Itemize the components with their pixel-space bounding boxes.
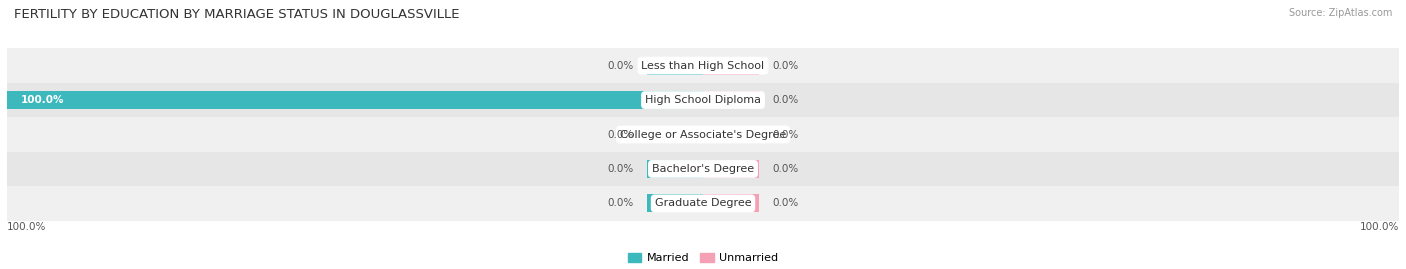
Text: Less than High School: Less than High School (641, 61, 765, 71)
Text: College or Associate's Degree: College or Associate's Degree (620, 129, 786, 140)
Bar (647, 194, 703, 212)
Bar (7, 117, 1399, 152)
Bar (647, 160, 703, 178)
Text: 0.0%: 0.0% (773, 95, 799, 105)
Bar (703, 160, 759, 178)
Bar (703, 57, 759, 75)
Text: 100.0%: 100.0% (21, 95, 65, 105)
Text: 100.0%: 100.0% (7, 222, 46, 232)
Text: Bachelor's Degree: Bachelor's Degree (652, 164, 754, 174)
Bar (703, 194, 759, 212)
Text: 0.0%: 0.0% (607, 129, 633, 140)
Text: FERTILITY BY EDUCATION BY MARRIAGE STATUS IN DOUGLASSVILLE: FERTILITY BY EDUCATION BY MARRIAGE STATU… (14, 8, 460, 21)
Bar (703, 126, 759, 143)
Text: 0.0%: 0.0% (607, 164, 633, 174)
Text: Source: ZipAtlas.com: Source: ZipAtlas.com (1288, 8, 1392, 18)
Bar (647, 126, 703, 143)
Text: 0.0%: 0.0% (773, 198, 799, 208)
Text: 0.0%: 0.0% (773, 129, 799, 140)
Bar (7, 186, 1399, 221)
Text: High School Diploma: High School Diploma (645, 95, 761, 105)
Text: 0.0%: 0.0% (607, 61, 633, 71)
Text: Graduate Degree: Graduate Degree (655, 198, 751, 208)
Bar (647, 57, 703, 75)
Bar (7, 83, 1399, 117)
Text: 0.0%: 0.0% (773, 61, 799, 71)
Bar (7, 48, 1399, 83)
Bar (7, 91, 703, 109)
Text: 0.0%: 0.0% (607, 198, 633, 208)
Legend: Married, Unmarried: Married, Unmarried (627, 253, 779, 263)
Text: 100.0%: 100.0% (1360, 222, 1399, 232)
Bar (703, 91, 759, 109)
Text: 0.0%: 0.0% (773, 164, 799, 174)
Bar (7, 152, 1399, 186)
